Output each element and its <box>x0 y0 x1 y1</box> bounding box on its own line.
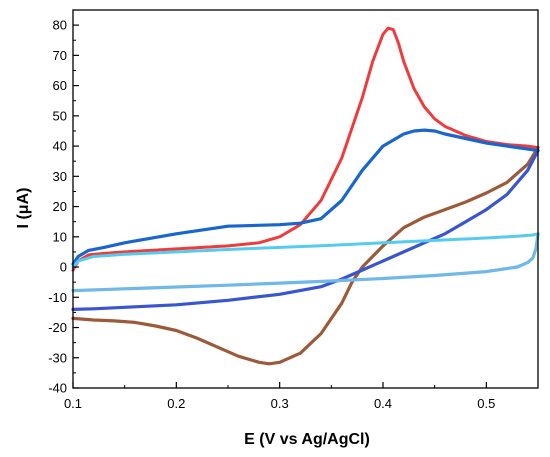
x-axis-title: E (V vs Ag/AgCl) <box>244 431 370 448</box>
y-tick-label: 40 <box>53 139 67 154</box>
series-line-5 <box>71 232 540 269</box>
series-line-1 <box>71 26 540 272</box>
y-tick-label: -20 <box>48 320 67 335</box>
series-line-2 <box>71 146 540 366</box>
y-tick-label: 20 <box>53 199 67 214</box>
y-tick-label: -30 <box>48 350 67 365</box>
plot-series-group <box>71 26 540 366</box>
y-tick-label: 0 <box>60 260 67 275</box>
y-axis-title: I (μA) <box>15 188 32 229</box>
x-tick-label: 0.3 <box>271 396 289 411</box>
y-tick-label: 50 <box>53 108 67 123</box>
y-tick-label: -40 <box>48 381 67 396</box>
y-tick-label: -10 <box>48 290 67 305</box>
x-tick-label: 0.4 <box>374 396 392 411</box>
y-tick-label: 80 <box>53 18 67 33</box>
plot-frame <box>72 9 539 389</box>
x-axis-ticks: 0.1 0.2 0.3 0.4 0.5 <box>64 382 495 411</box>
y-tick-label: 60 <box>53 78 67 93</box>
series-line-3 <box>71 128 540 266</box>
x-tick-label: 0.2 <box>167 396 185 411</box>
y-tick-label: 30 <box>53 169 67 184</box>
y-axis-ticks: -40 -30 -20 -10 0 10 20 30 40 50 60 70 80 <box>48 18 79 396</box>
series-line-4 <box>71 149 540 311</box>
x-tick-label: 0.1 <box>64 396 82 411</box>
x-tick-label: 0.5 <box>477 396 495 411</box>
y-tick-label: 10 <box>53 229 67 244</box>
y-tick-label: 70 <box>53 48 67 63</box>
series-line-6 <box>71 232 540 293</box>
